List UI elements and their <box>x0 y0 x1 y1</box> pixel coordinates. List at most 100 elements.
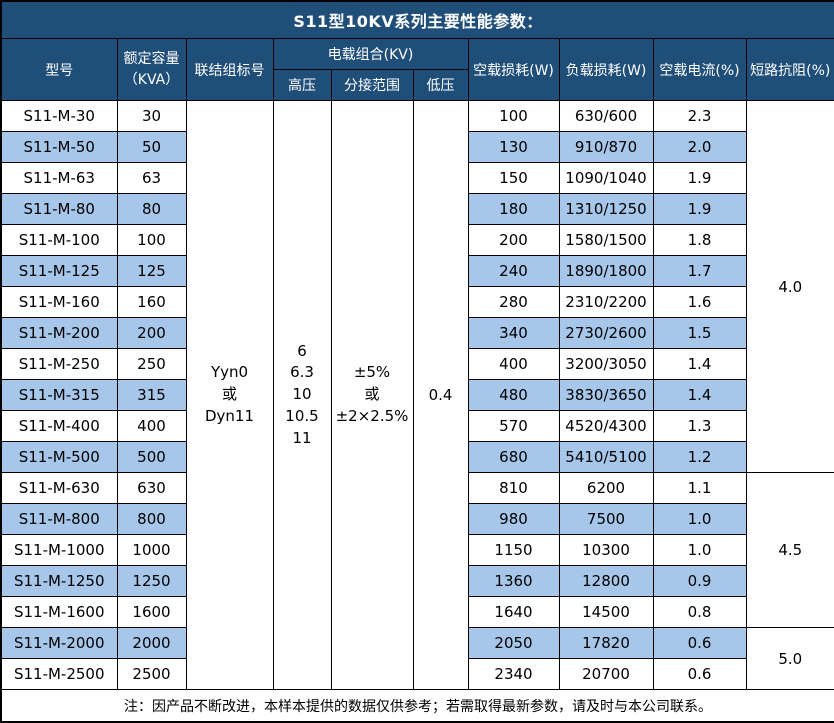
table-row: S11-M-2000 2000 2050 17820 0.6 5.0 <box>0 627 834 690</box>
capacity-cell: 30 <box>116 100 187 132</box>
no-load-loss-cell: 400 <box>467 348 560 380</box>
capacity-cell: 50 <box>116 131 187 163</box>
capacity-cell: 2500 <box>116 658 187 690</box>
capacity-cell: 160 <box>116 286 187 318</box>
no-load-current-cell: 1.8 <box>652 224 747 256</box>
no-load-current-cell: 1.6 <box>652 286 747 318</box>
no-load-current-cell: 1.9 <box>652 193 747 225</box>
model-cell: S11-M-500 <box>0 441 118 473</box>
load-loss-cell: 4520/4300 <box>558 410 654 442</box>
load-loss-cell: 6200 <box>558 472 654 504</box>
load-loss-cell: 10300 <box>558 534 654 566</box>
col-header-lv: 低压 <box>412 69 469 101</box>
header-row-2: 高压 分接范围 低压 <box>1 69 834 101</box>
capacity-cell: 125 <box>116 255 187 287</box>
model-cell: S11-M-1600 <box>0 596 118 628</box>
capacity-cell: 315 <box>116 379 187 411</box>
no-load-current-cell: 1.4 <box>652 348 747 380</box>
no-load-current-cell: 0.6 <box>652 658 747 690</box>
load-loss-cell: 12800 <box>558 565 654 597</box>
model-cell: S11-M-125 <box>0 255 118 287</box>
no-load-loss-cell: 680 <box>467 441 560 473</box>
capacity-cell: 500 <box>116 441 187 473</box>
tap-range-cell-line: 或 <box>364 385 380 404</box>
model-cell: S11-M-200 <box>0 317 118 349</box>
no-load-loss-cell: 480 <box>467 379 560 411</box>
hv-cell-line: 10 <box>292 385 312 404</box>
tap-range-cell-line: ±5% <box>353 363 391 382</box>
col-header-model: 型号 <box>0 38 118 101</box>
load-loss-cell: 17820 <box>558 627 654 659</box>
no-load-loss-cell: 1640 <box>467 596 560 628</box>
load-loss-cell: 2730/2600 <box>558 317 654 349</box>
capacity-cell: 63 <box>116 162 187 194</box>
capacity-cell: 80 <box>116 193 187 225</box>
load-loss-cell: 1580/1500 <box>558 224 654 256</box>
impedance-cell: 4.5 <box>745 472 834 628</box>
model-cell: S11-M-315 <box>0 379 118 411</box>
hv-cell: 6 6.3 10 10.5 11 <box>272 100 332 690</box>
no-load-current-cell: 1.0 <box>652 503 747 535</box>
no-load-current-cell: 1.0 <box>652 534 747 566</box>
col-header-load-loss: 负载损耗(W) <box>558 38 654 101</box>
no-load-loss-cell: 150 <box>467 162 560 194</box>
vector-group-cell-line: Dyn11 <box>204 406 255 425</box>
table-row: S11-M-160 160 280 2310/2200 1.6 <box>0 286 834 318</box>
load-loss-cell: 1090/1040 <box>558 162 654 194</box>
hv-cell-line: 6.3 <box>290 363 314 382</box>
table-row: S11-M-125 125 240 1890/1800 1.7 <box>0 255 834 287</box>
load-loss-cell: 7500 <box>558 503 654 535</box>
no-load-current-cell: 0.9 <box>652 565 747 597</box>
model-cell: S11-M-1000 <box>0 534 118 566</box>
model-cell: S11-M-630 <box>0 472 118 504</box>
capacity-cell: 1600 <box>116 596 187 628</box>
table-row: S11-M-400 400 570 4520/4300 1.3 <box>0 410 834 442</box>
model-cell: S11-M-250 <box>0 348 118 380</box>
no-load-loss-cell: 980 <box>467 503 560 535</box>
title-row: S11型10KV系列主要性能参数： <box>0 0 834 39</box>
hv-cell-line: 6 <box>297 341 307 360</box>
load-loss-cell: 3830/3650 <box>558 379 654 411</box>
model-cell: S11-M-50 <box>0 131 118 163</box>
table-row: S11-M-630 630 810 6200 1.1 4.5 <box>0 472 834 628</box>
no-load-loss-cell: 2050 <box>467 627 560 659</box>
capacity-cell: 1250 <box>116 565 187 597</box>
no-load-current-cell: 1.1 <box>652 472 747 504</box>
model-cell: S11-M-800 <box>0 503 118 535</box>
model-cell: S11-M-80 <box>0 193 118 225</box>
capacity-cell: 2000 <box>116 627 187 659</box>
no-load-loss-cell: 280 <box>467 286 560 318</box>
col-header-no-load-loss: 空载损耗(W) <box>467 38 560 101</box>
no-load-current-cell: 1.2 <box>652 441 747 473</box>
table-row: S11-M-200 200 340 2730/2600 1.5 <box>0 317 834 349</box>
no-load-loss-cell: 200 <box>467 224 560 256</box>
no-load-loss-cell: 2340 <box>467 658 560 690</box>
model-cell: S11-M-1250 <box>0 565 118 597</box>
load-loss-cell: 20700 <box>558 658 654 690</box>
no-load-loss-cell: 810 <box>467 472 560 504</box>
capacity-cell: 200 <box>116 317 187 349</box>
model-cell: S11-M-63 <box>0 162 118 194</box>
no-load-current-cell: 1.9 <box>652 162 747 194</box>
no-load-loss-cell: 240 <box>467 255 560 287</box>
no-load-loss-cell: 100 <box>467 100 560 132</box>
capacity-cell: 630 <box>116 472 187 504</box>
no-load-loss-cell: 1150 <box>467 534 560 566</box>
col-header-no-load-current: 空载电流(%) <box>652 38 747 101</box>
hv-cell-line: 10.5 <box>285 406 319 425</box>
table-row: S11-M-50 50 130 910/870 2.0 <box>0 131 834 163</box>
table-body: S11-M-30 30 Yyn0 或 Dyn11 6 6.3 10 10.5 11 ±5% 或 ±2×2… <box>0 100 834 690</box>
no-load-current-cell: 0.6 <box>652 627 747 659</box>
impedance-cell: 5.0 <box>745 627 834 690</box>
table-row: S11-M-800 800 980 7500 1.0 <box>0 503 834 535</box>
col-header-capacity-line1: 额定容量 <box>123 51 180 68</box>
header-row-1: 型号 额定容量 （KVA） 联结组标号 电载组合(KV) 空载损耗(W) 负载损… <box>0 38 834 101</box>
lv-cell: 0.4 <box>412 100 469 690</box>
col-header-capacity: 额定容量 （KVA） <box>116 38 187 101</box>
tap-range-cell-line: ±2×2.5% <box>335 406 409 425</box>
model-cell: S11-M-100 <box>0 224 118 256</box>
table-row: S11-M-1250 1250 1360 12800 0.9 <box>0 565 834 597</box>
col-header-vector-group: 联结组标号 <box>185 38 274 101</box>
table-row: S11-M-100 100 200 1580/1500 1.8 <box>0 224 834 256</box>
